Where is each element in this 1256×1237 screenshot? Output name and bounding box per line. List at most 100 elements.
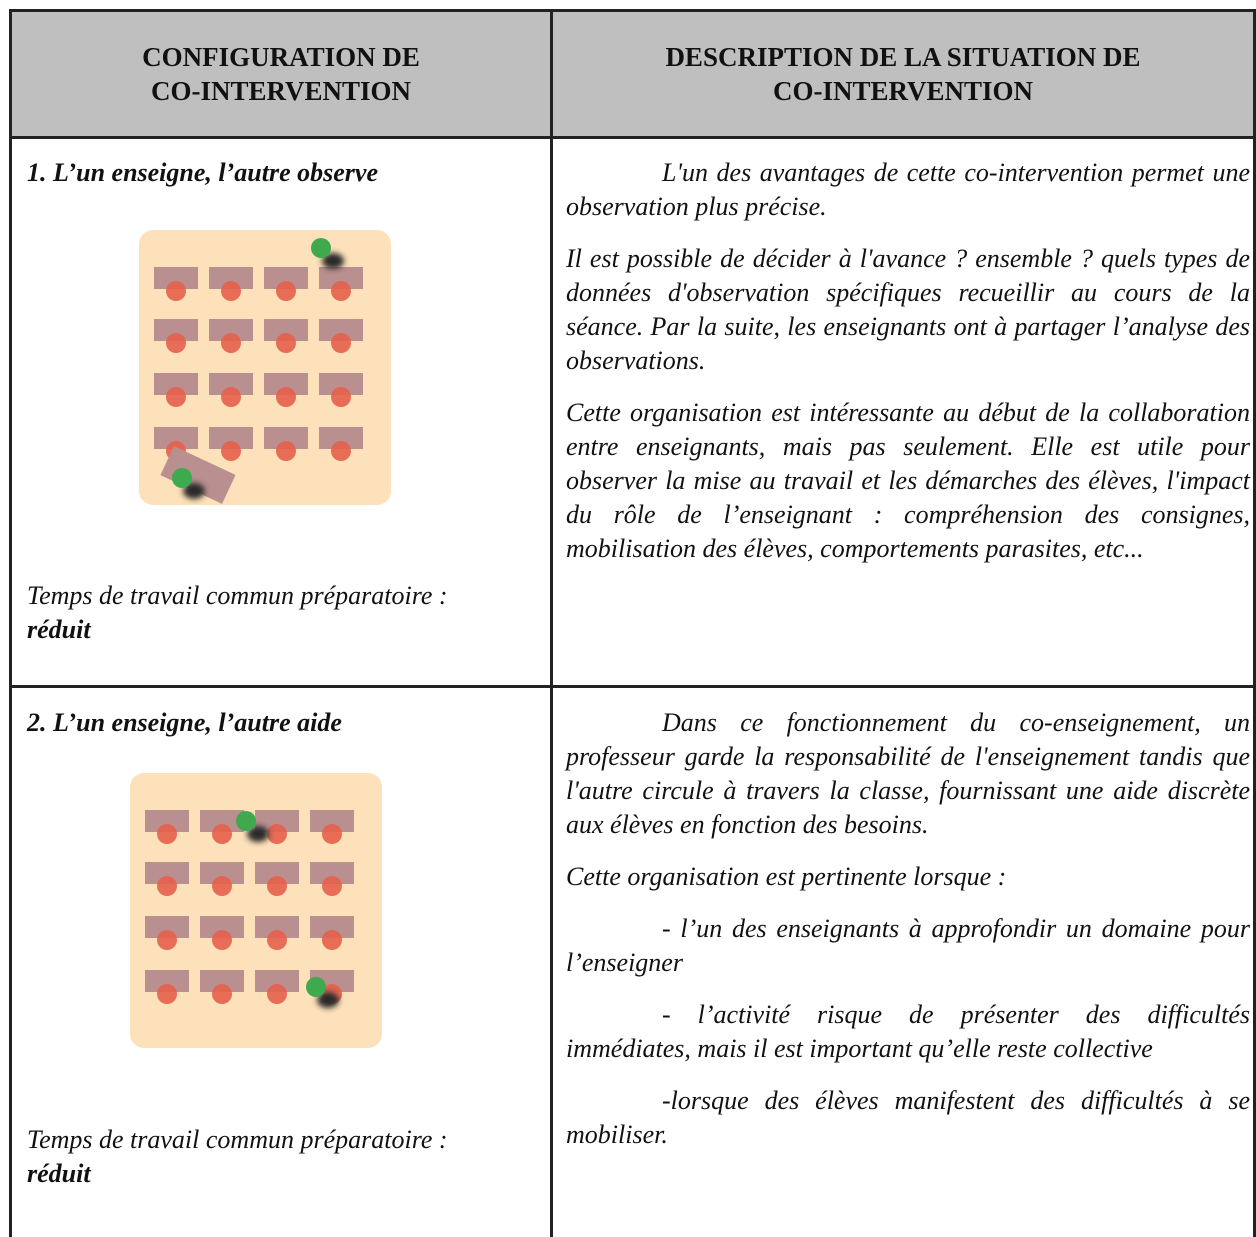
desk bbox=[209, 427, 253, 449]
desk bbox=[255, 970, 299, 992]
description-cell: L'un des avantages de cette co-intervent… bbox=[566, 156, 1250, 584]
border bbox=[9, 9, 1256, 12]
desk bbox=[255, 862, 299, 884]
classroom-diagram bbox=[139, 230, 391, 505]
config-cell: 1. L’un enseigne, l’autre observe bbox=[27, 156, 537, 190]
desk bbox=[255, 916, 299, 938]
prep-label: Temps de travail commun préparatoire : bbox=[27, 581, 448, 610]
student bbox=[267, 984, 287, 1004]
student bbox=[276, 387, 296, 407]
desk bbox=[200, 970, 244, 992]
paragraph: Il est possible de décider à l'avance ? … bbox=[566, 244, 1250, 375]
paragraph: - l’un des enseignants à approfondir un … bbox=[566, 914, 1250, 977]
desk bbox=[160, 446, 236, 504]
student bbox=[331, 333, 351, 353]
student bbox=[212, 876, 232, 896]
student bbox=[221, 441, 241, 461]
header-cell: DESCRIPTION DE LA SITUATION DE CO-INTERV… bbox=[553, 10, 1253, 137]
desk bbox=[145, 916, 189, 938]
student bbox=[157, 876, 177, 896]
student bbox=[267, 930, 287, 950]
prep-value: réduit bbox=[27, 615, 91, 644]
teacher bbox=[311, 238, 331, 258]
desk bbox=[145, 970, 189, 992]
student bbox=[276, 441, 296, 461]
student bbox=[212, 824, 232, 844]
student bbox=[221, 387, 241, 407]
desk bbox=[310, 810, 354, 832]
paragraph: Dans ce fonctionnement du co-enseignemen… bbox=[566, 708, 1250, 839]
student bbox=[267, 876, 287, 896]
paragraph: -lorsque des élèves manifestent des diff… bbox=[566, 1086, 1250, 1149]
row-title: 2. L’un enseigne, l’autre aide bbox=[27, 708, 342, 737]
desk bbox=[154, 267, 198, 289]
header-text: CO-INTERVENTION bbox=[150, 75, 412, 106]
paragraph: Cette organisation est pertinente lorsqu… bbox=[566, 862, 1007, 891]
border bbox=[1253, 9, 1256, 1237]
border bbox=[9, 685, 1256, 688]
student bbox=[331, 387, 351, 407]
description-cell: Dans ce fonctionnement du co-enseignemen… bbox=[566, 706, 1250, 1170]
prep-label: Temps de travail commun préparatoire : bbox=[27, 1125, 448, 1154]
classroom-diagram bbox=[130, 773, 382, 1048]
desk bbox=[264, 427, 308, 449]
header-text: DESCRIPTION DE LA SITUATION DE bbox=[665, 41, 1141, 72]
student bbox=[166, 333, 186, 353]
prep-time: Temps de travail commun préparatoire : ré… bbox=[27, 1123, 537, 1191]
desk bbox=[200, 916, 244, 938]
student bbox=[276, 333, 296, 353]
teacher-shadow bbox=[317, 992, 339, 1008]
row-title: 1. L’un enseigne, l’autre observe bbox=[27, 158, 378, 187]
desk bbox=[209, 267, 253, 289]
desk bbox=[200, 862, 244, 884]
teacher bbox=[236, 811, 256, 831]
desk bbox=[264, 373, 308, 395]
header-cell: CONFIGURATION DE CO-INTERVENTION bbox=[12, 10, 550, 137]
student bbox=[322, 876, 342, 896]
header-text: CO-INTERVENTION bbox=[772, 75, 1034, 106]
border bbox=[9, 9, 12, 1237]
teacher-shadow bbox=[183, 483, 205, 499]
prep-value: réduit bbox=[27, 1159, 91, 1188]
desk bbox=[209, 373, 253, 395]
desk bbox=[145, 810, 189, 832]
student bbox=[166, 281, 186, 301]
paragraph: L'un des avantages de cette co-intervent… bbox=[566, 158, 1250, 221]
paragraph: Cette organisation est intéressante au d… bbox=[566, 398, 1250, 563]
desk bbox=[209, 319, 253, 341]
student bbox=[267, 824, 287, 844]
desk bbox=[310, 862, 354, 884]
student bbox=[157, 824, 177, 844]
desk bbox=[319, 427, 363, 449]
student bbox=[221, 281, 241, 301]
teacher bbox=[172, 468, 192, 488]
desk bbox=[154, 373, 198, 395]
student bbox=[221, 333, 241, 353]
student bbox=[331, 281, 351, 301]
desk bbox=[200, 810, 244, 832]
desk bbox=[319, 373, 363, 395]
student bbox=[212, 930, 232, 950]
teacher-desk bbox=[160, 446, 236, 504]
student bbox=[157, 984, 177, 1004]
teacher-shadow bbox=[247, 826, 269, 842]
student bbox=[331, 441, 351, 461]
desk bbox=[154, 319, 198, 341]
student bbox=[157, 930, 177, 950]
border bbox=[550, 9, 553, 1237]
desk bbox=[310, 916, 354, 938]
prep-time: Temps de travail commun préparatoire : ré… bbox=[27, 579, 537, 647]
desk bbox=[154, 427, 198, 449]
config-cell: 2. L’un enseigne, l’autre aide bbox=[27, 706, 537, 740]
desk bbox=[264, 319, 308, 341]
paragraph: - l’activité risque de présenter des dif… bbox=[566, 1000, 1250, 1063]
header-text: CONFIGURATION DE bbox=[142, 41, 420, 72]
student bbox=[166, 387, 186, 407]
border bbox=[9, 136, 1256, 139]
student bbox=[276, 281, 296, 301]
desk bbox=[264, 267, 308, 289]
teacher-shadow bbox=[322, 253, 344, 269]
student bbox=[322, 824, 342, 844]
desk bbox=[255, 810, 299, 832]
